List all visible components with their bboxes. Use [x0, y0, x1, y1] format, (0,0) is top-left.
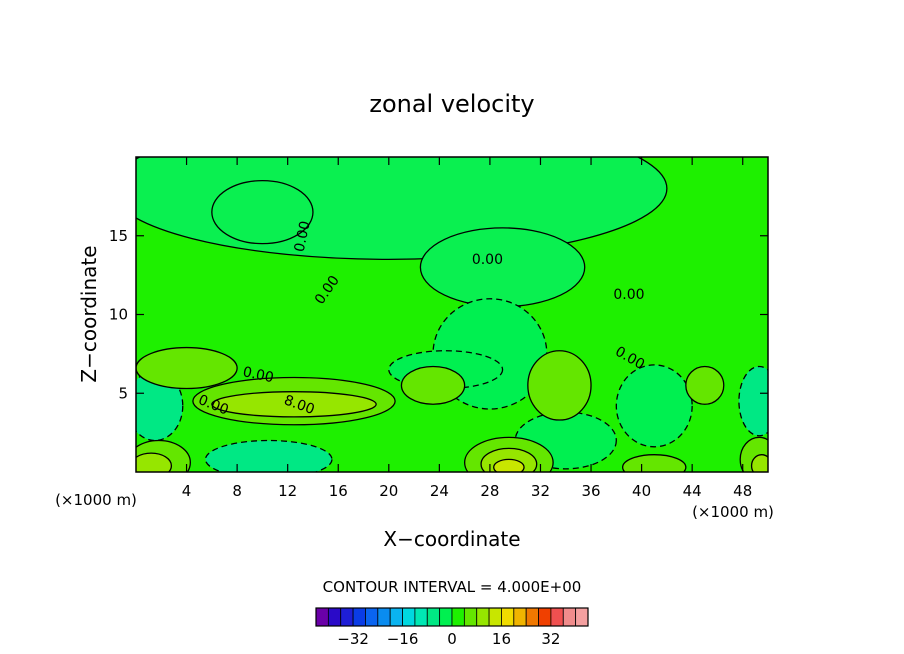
contour-region [136, 346, 238, 390]
colorbar-swatch [315, 607, 329, 627]
colorbar-tick-label: −32 [337, 630, 369, 648]
colorbar-swatch [426, 607, 441, 627]
x-tick-label: 44 [683, 482, 702, 500]
x-tick-label: 48 [733, 482, 752, 500]
colorbar-swatch [389, 607, 403, 627]
x-unit-label-right: (×1000 m) [692, 503, 774, 521]
colorbar-tick-label: 16 [492, 630, 511, 648]
colorbar-swatch [439, 607, 453, 627]
colorbar-swatch [562, 607, 577, 627]
x-tick-label: 36 [581, 482, 600, 500]
colorbar-swatch [488, 607, 502, 627]
contour-region [211, 391, 377, 418]
colorbar-swatch [476, 607, 490, 627]
x-tick-label: 28 [480, 482, 499, 500]
colorbar-swatch [377, 607, 391, 627]
colorbar-swatch [414, 607, 428, 627]
x-axis-label: X−coordinate [383, 527, 520, 551]
contour-region [685, 365, 725, 405]
x-tick-label: 12 [278, 482, 297, 500]
colorbar-tick-label: 0 [447, 630, 457, 648]
contour-region [136, 452, 173, 472]
x-tick-label: 32 [531, 482, 550, 500]
contour-region [136, 370, 184, 442]
x-unit-label-left: (×1000 m) [55, 491, 137, 509]
x-tick-label: 24 [430, 482, 449, 500]
x-tick-label: 4 [182, 482, 192, 500]
contour-region [621, 454, 687, 472]
colorbar-swatch [365, 607, 379, 627]
contour-region [211, 179, 314, 245]
colorbar-swatch [352, 607, 366, 627]
y-tick-label: 15 [109, 227, 128, 245]
contour-interval-label: CONTOUR INTERVAL = 4.000E+00 [323, 578, 582, 596]
contour-region [136, 157, 668, 261]
colorbar-swatch [340, 607, 354, 627]
contour-region [493, 458, 525, 472]
colorbar-swatch [463, 607, 478, 627]
colorbar [315, 607, 589, 627]
y-tick-label: 5 [118, 384, 128, 402]
contour-label: 0.00 [472, 252, 503, 268]
contour-region [527, 350, 592, 421]
contour-label: 0.00 [292, 220, 314, 254]
colorbar-swatch [525, 607, 539, 627]
colorbar-swatch [550, 607, 564, 627]
contour-region [738, 365, 768, 437]
colorbar-frame [315, 607, 589, 627]
colorbar-swatch [538, 607, 552, 627]
contour-label: 0.00 [613, 287, 644, 303]
colorbar-swatch [402, 607, 416, 627]
x-tick-label: 16 [329, 482, 348, 500]
contour-region [615, 364, 693, 448]
colorbar-swatch [575, 607, 589, 627]
colorbar-tick-label: 32 [541, 630, 560, 648]
contour-region [400, 365, 466, 405]
colorbar-swatch [513, 607, 527, 627]
contour-label: 0.00 [241, 364, 275, 386]
x-tick-label: 20 [379, 482, 398, 500]
colorbar-swatch [451, 607, 465, 627]
colorbar-swatch [327, 607, 342, 627]
y-axis-label: Z−coordinate [77, 245, 101, 382]
colorbar-tick-label: −16 [387, 630, 419, 648]
colorbar-swatch [501, 607, 515, 627]
y-tick-label: 10 [109, 306, 128, 324]
contour-region [750, 454, 768, 472]
x-tick-label: 40 [632, 482, 651, 500]
x-tick-label: 8 [232, 482, 242, 500]
plot-area: 0.000.000.00 0.000.000.000.00 8.00 [136, 157, 768, 472]
chart-title: zonal velocity [369, 90, 534, 118]
